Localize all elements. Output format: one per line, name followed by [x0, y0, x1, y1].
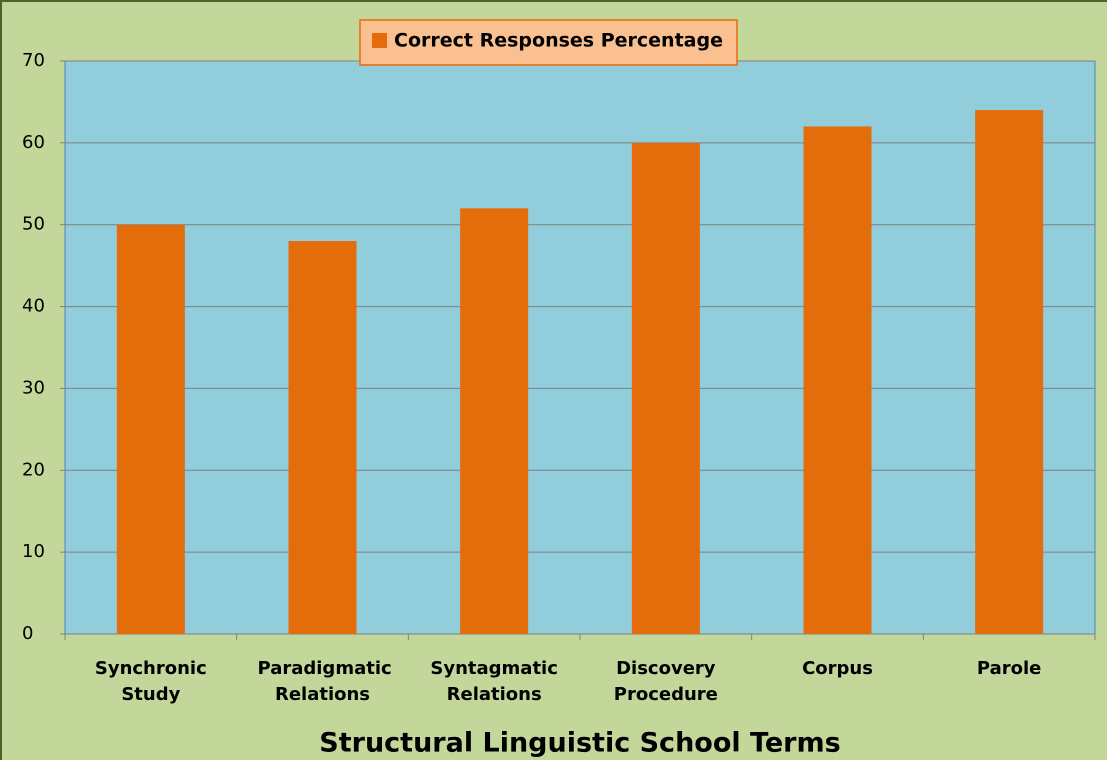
y-tick-label: 50: [22, 214, 45, 235]
y-tick-label: 40: [22, 296, 45, 317]
x-tick-label: Corpus: [802, 658, 873, 679]
bar: [460, 208, 529, 635]
x-tick-label: Syntagmatic Relations: [430, 658, 558, 705]
y-tick-label: 30: [22, 377, 45, 398]
y-tick-label: 0: [22, 623, 33, 644]
bar: [975, 110, 1044, 635]
y-tick-label: 20: [22, 459, 45, 480]
x-tick-label: Paradigmatic Relations: [257, 658, 392, 705]
y-tick-label: 60: [22, 132, 45, 153]
bar: [116, 224, 185, 634]
legend-swatch: [372, 33, 387, 48]
bar: [631, 142, 700, 634]
legend-label: Correct Responses Percentage: [394, 30, 723, 52]
x-tick-label: Discovery Procedure: [613, 658, 718, 705]
bar: [803, 126, 872, 634]
plot-area: [64, 60, 1096, 635]
legend-box: [359, 19, 738, 66]
x-axis-title: Structural Linguistic School Terms: [319, 728, 840, 759]
y-tick-label: 10: [22, 541, 45, 562]
y-tick-label: 70: [22, 50, 45, 71]
x-tick-label: Synchronic Study: [94, 658, 207, 705]
x-tick-label: Parole: [976, 658, 1042, 679]
bar: [288, 241, 357, 635]
